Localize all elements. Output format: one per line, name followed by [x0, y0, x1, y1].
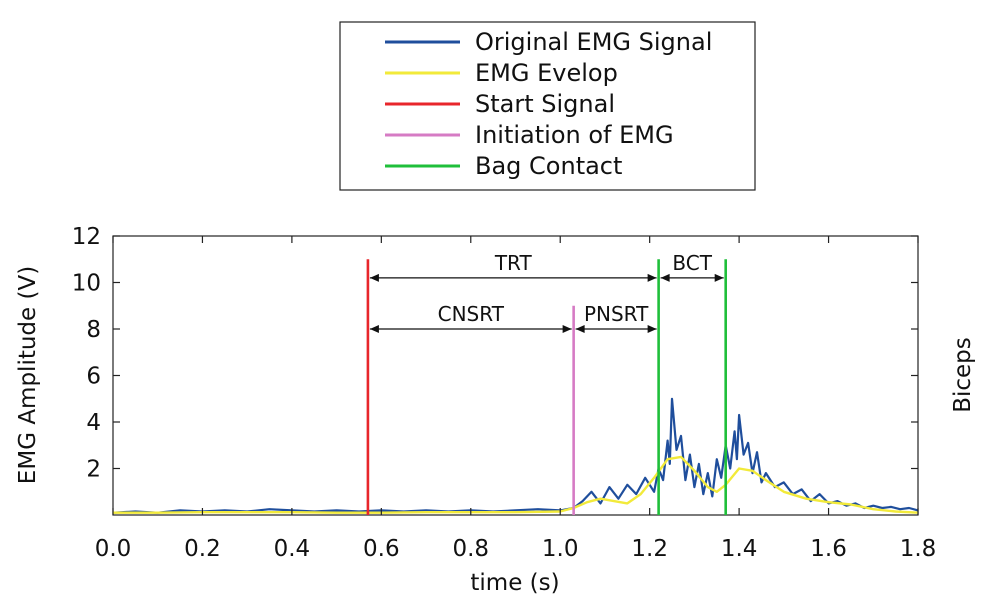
- arrow-head-left: [369, 273, 379, 282]
- annotation-label: PNSRT: [584, 302, 649, 326]
- arrow-head-left: [369, 325, 379, 333]
- x-axis: 0.0 0.2 0.4 0.6 0.8 1.0 1.2 1.4 1.6 1.8: [95, 236, 937, 562]
- annotation-label: CNSRT: [438, 302, 505, 326]
- x-tick-label: 1.8: [900, 536, 937, 562]
- arrow-head-left: [575, 325, 585, 333]
- y-tick-label: 10: [72, 271, 101, 297]
- series-emg-signal: [112, 397, 919, 514]
- y-tick-label: 8: [86, 317, 101, 343]
- side-label: Biceps: [950, 337, 976, 413]
- arrow-head-right: [714, 273, 724, 282]
- arrow-head-right: [562, 325, 572, 333]
- y-tick-label: 6: [86, 364, 101, 390]
- arrow-head-right: [647, 273, 657, 282]
- annotation-label: TRT: [494, 251, 533, 275]
- x-tick-label: 1.2: [631, 536, 668, 562]
- legend-label: Start Signal: [475, 90, 615, 118]
- legend-box: [339, 21, 756, 191]
- annotation-label: BCT: [672, 251, 712, 275]
- annotations: TRT BCT CNSRT PNSRT: [369, 251, 724, 333]
- legend: Original EMG Signal EMG Evelop Start Signa…: [339, 21, 756, 191]
- x-tick-label: 1.4: [721, 536, 758, 562]
- arrow-head-left: [660, 273, 670, 282]
- x-tick-label: 0.2: [184, 536, 221, 562]
- series-emg-envelope: [113, 455, 919, 514]
- x-tick-label: 0.0: [95, 536, 132, 562]
- y-axis-label: EMG Amplitude (V): [15, 266, 41, 484]
- legend-label: Bag Contact: [475, 152, 622, 180]
- x-tick-label: 1.0: [542, 536, 579, 562]
- plot-content: [112, 259, 919, 515]
- legend-label: Original EMG Signal: [475, 28, 712, 56]
- y-axis: 2 4 6 8 10 12: [72, 224, 918, 483]
- x-tick-label: 0.8: [452, 536, 489, 562]
- legend-label: Initiation of EMG: [475, 121, 674, 149]
- y-tick-label: 2: [86, 457, 101, 483]
- x-axis-label: time (s): [470, 570, 559, 596]
- x-tick-label: 0.6: [363, 536, 400, 562]
- y-tick-label: 12: [72, 224, 101, 250]
- x-tick-label: 1.6: [810, 536, 847, 562]
- arrow-head-right: [647, 325, 657, 333]
- y-tick-label: 4: [86, 410, 101, 436]
- x-tick-label: 0.4: [274, 536, 311, 562]
- legend-label: EMG Evelop: [475, 59, 618, 87]
